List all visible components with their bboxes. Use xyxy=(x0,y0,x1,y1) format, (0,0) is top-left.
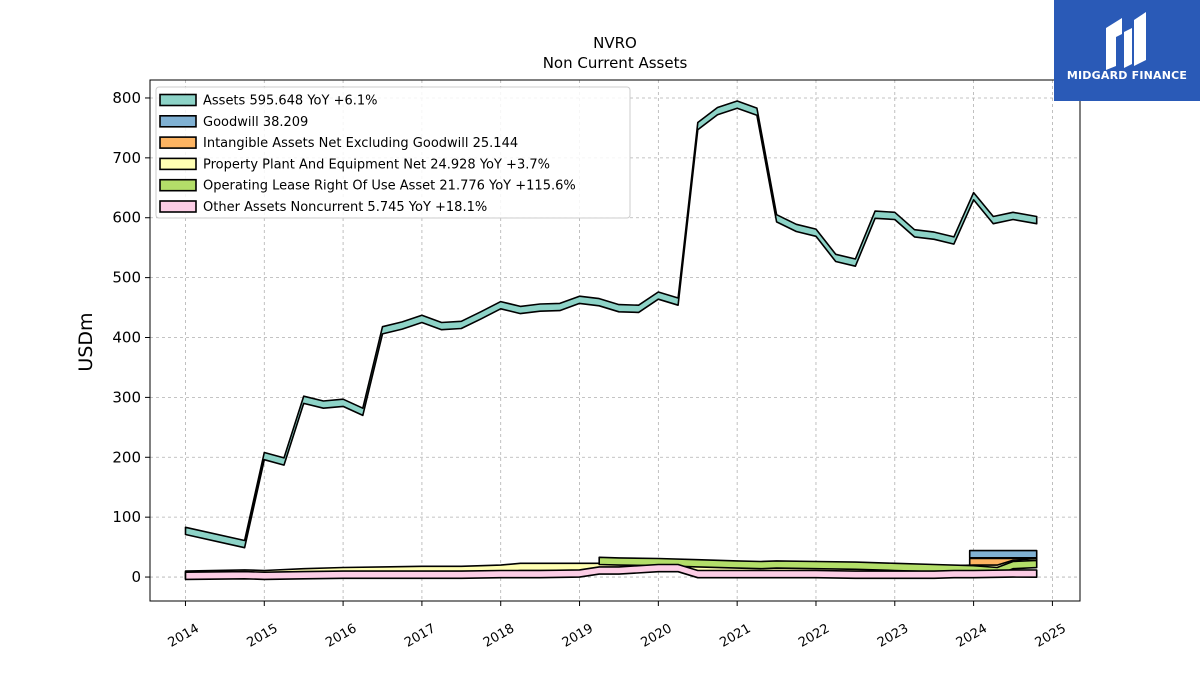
brand-logo: MIDGARD FINANCE xyxy=(1054,0,1200,101)
x-tick-label: 2014 xyxy=(166,621,202,651)
x-tick-label: 2023 xyxy=(875,621,911,651)
y-tick-label: 200 xyxy=(112,448,141,466)
y-axis-label: USDm xyxy=(75,312,97,371)
chart-title: NVRO xyxy=(593,34,637,52)
legend-entry-label: Intangible Assets Net Excluding Goodwill… xyxy=(203,136,518,151)
chart-subtitle: Non Current Assets xyxy=(543,54,688,72)
y-tick-label: 0 xyxy=(131,568,141,586)
midgard-logo-icon xyxy=(1106,12,1146,70)
x-axis: 2014 2015 2016 2017 2018 2019 2020 2021 2022 2023… xyxy=(166,601,1069,651)
x-tick-label: 2021 xyxy=(717,621,753,651)
legend-swatch xyxy=(159,136,197,149)
legend-swatch xyxy=(159,200,197,213)
y-tick-label: 800 xyxy=(112,89,141,107)
x-tick-label: 2024 xyxy=(954,621,990,651)
legend-swatch xyxy=(159,178,197,192)
legend-entry-label: Goodwill 38.209 xyxy=(203,115,308,130)
series-band-0 xyxy=(184,100,1038,549)
legend-entry-label: Property Plant And Equipment Net 24.928 … xyxy=(203,157,550,172)
y-tick-label: 100 xyxy=(112,508,141,526)
legend-swatch xyxy=(159,93,197,107)
legend-box xyxy=(155,86,631,219)
plot-frame xyxy=(149,79,1081,602)
x-tick-label: 2020 xyxy=(639,621,675,651)
legend-swatch xyxy=(159,115,197,128)
series-band-1 xyxy=(968,549,1038,559)
x-tick-label: 2019 xyxy=(560,621,596,651)
x-tick-label: 2018 xyxy=(481,621,517,651)
legend-swatch xyxy=(159,157,197,171)
y-tick-label: 600 xyxy=(112,209,141,227)
x-tick-label: 2016 xyxy=(323,621,359,651)
legend-entry-label: Operating Lease Right Of Use Asset 21.77… xyxy=(203,179,576,194)
series-band-5 xyxy=(184,563,1038,581)
brand-name: MIDGARD FINANCE xyxy=(1066,69,1188,82)
y-tick-label: 300 xyxy=(112,388,141,406)
series-group xyxy=(184,100,1038,581)
y-tick-label: 700 xyxy=(112,149,141,167)
x-tick-label: 2022 xyxy=(796,621,832,651)
x-tick-label: 2015 xyxy=(244,621,280,651)
x-tick-label: 2017 xyxy=(402,621,438,651)
legend: Assets 595.648 YoY +6.1% Goodwill 38.209 I… xyxy=(155,86,631,219)
y-axis: 0 100 200 300 400 500 600 700 800 xyxy=(112,89,150,586)
legend-entry-label: Other Assets Noncurrent 5.745 YoY +18.1% xyxy=(203,200,487,215)
x-tick-label: 2025 xyxy=(1033,621,1069,651)
y-tick-label: 400 xyxy=(112,329,141,347)
legend-entry-label: Assets 595.648 YoY +6.1% xyxy=(203,94,378,109)
y-tick-label: 500 xyxy=(112,269,141,287)
